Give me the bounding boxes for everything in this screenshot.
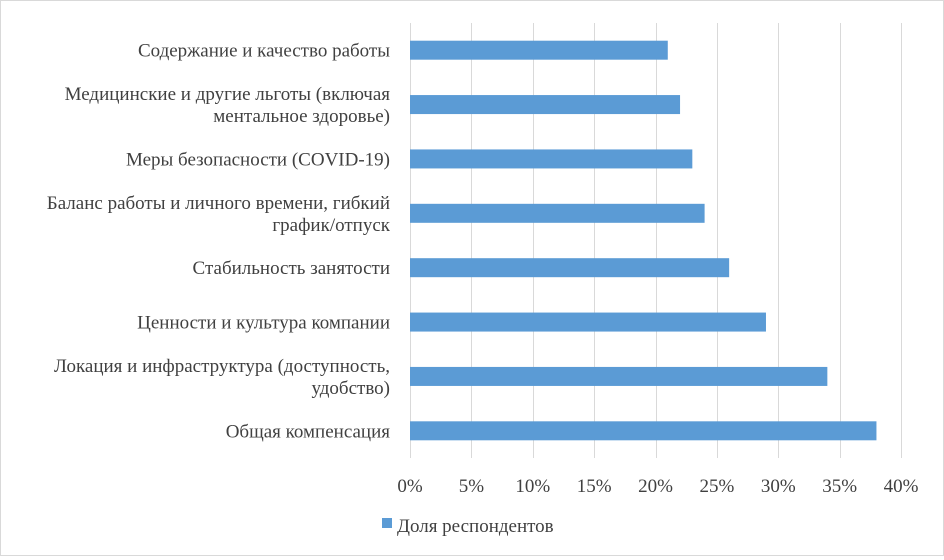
category-label-4-line-0: Стабильность занятости — [193, 258, 390, 279]
bar-4 — [410, 258, 730, 278]
legend-swatch — [382, 518, 392, 528]
category-label-2-line-0: Меры безопасности (COVID-19) — [126, 149, 390, 170]
x-tick-labels: 0% 5% 10% 15% 20% 25% 30% 35% 40% — [397, 476, 918, 497]
bar-0 — [410, 40, 668, 60]
category-label-5-line-0: Ценности и культура компании — [137, 313, 390, 334]
x-tick-label-3: 15% — [577, 476, 612, 497]
x-tick-label-0: 0% — [397, 476, 423, 497]
bar-1 — [410, 95, 681, 115]
legend: Доля респондентов — [382, 516, 554, 537]
bar-6 — [410, 366, 828, 386]
category-label-2: Меры безопасности (COVID-19) — [126, 149, 390, 170]
category-label-7-line-0: Общая компенсация — [226, 421, 391, 442]
category-labels: Содержание и качество работы Медицинские … — [47, 41, 391, 443]
category-label-6: Локация и инфраструктура (доступность, уд… — [54, 356, 390, 399]
category-label-0: Содержание и качество работы — [138, 41, 390, 62]
legend-label: Доля респондентов — [397, 516, 554, 537]
x-tick-label-5: 25% — [699, 476, 734, 497]
category-label-0-line-0: Содержание и качество работы — [138, 41, 390, 62]
category-label-3: Баланс работы и личного времени, гибкий г… — [47, 193, 391, 236]
x-tick-label-2: 10% — [515, 476, 550, 497]
x-tick-label-4: 20% — [638, 476, 673, 497]
category-label-3-line-1: график/отпуск — [272, 215, 390, 236]
gridlines — [410, 23, 902, 458]
bar-7 — [410, 421, 877, 441]
bar-2 — [410, 149, 693, 169]
category-label-4: Стабильность занятости — [193, 258, 390, 279]
bar-5 — [410, 312, 766, 332]
category-label-5: Ценности и культура компании — [137, 313, 390, 334]
x-tick-label-1: 5% — [459, 476, 485, 497]
x-tick-label-8: 40% — [884, 476, 919, 497]
x-tick-label-7: 35% — [822, 476, 857, 497]
category-label-1-line-0: Медицинские и другие льготы (включая — [65, 84, 391, 105]
category-label-7: Общая компенсация — [226, 421, 391, 442]
bars — [410, 40, 877, 441]
category-label-1: Медицинские и другие льготы (включая мент… — [65, 84, 391, 127]
x-tick-label-6: 30% — [761, 476, 796, 497]
category-label-6-line-0: Локация и инфраструктура (доступность, — [54, 356, 390, 377]
category-label-3-line-0: Баланс работы и личного времени, гибкий — [47, 193, 390, 214]
category-label-6-line-1: удобство) — [311, 378, 390, 399]
category-label-1-line-1: ментальное здоровье) — [213, 106, 390, 127]
bar-3 — [410, 203, 705, 223]
